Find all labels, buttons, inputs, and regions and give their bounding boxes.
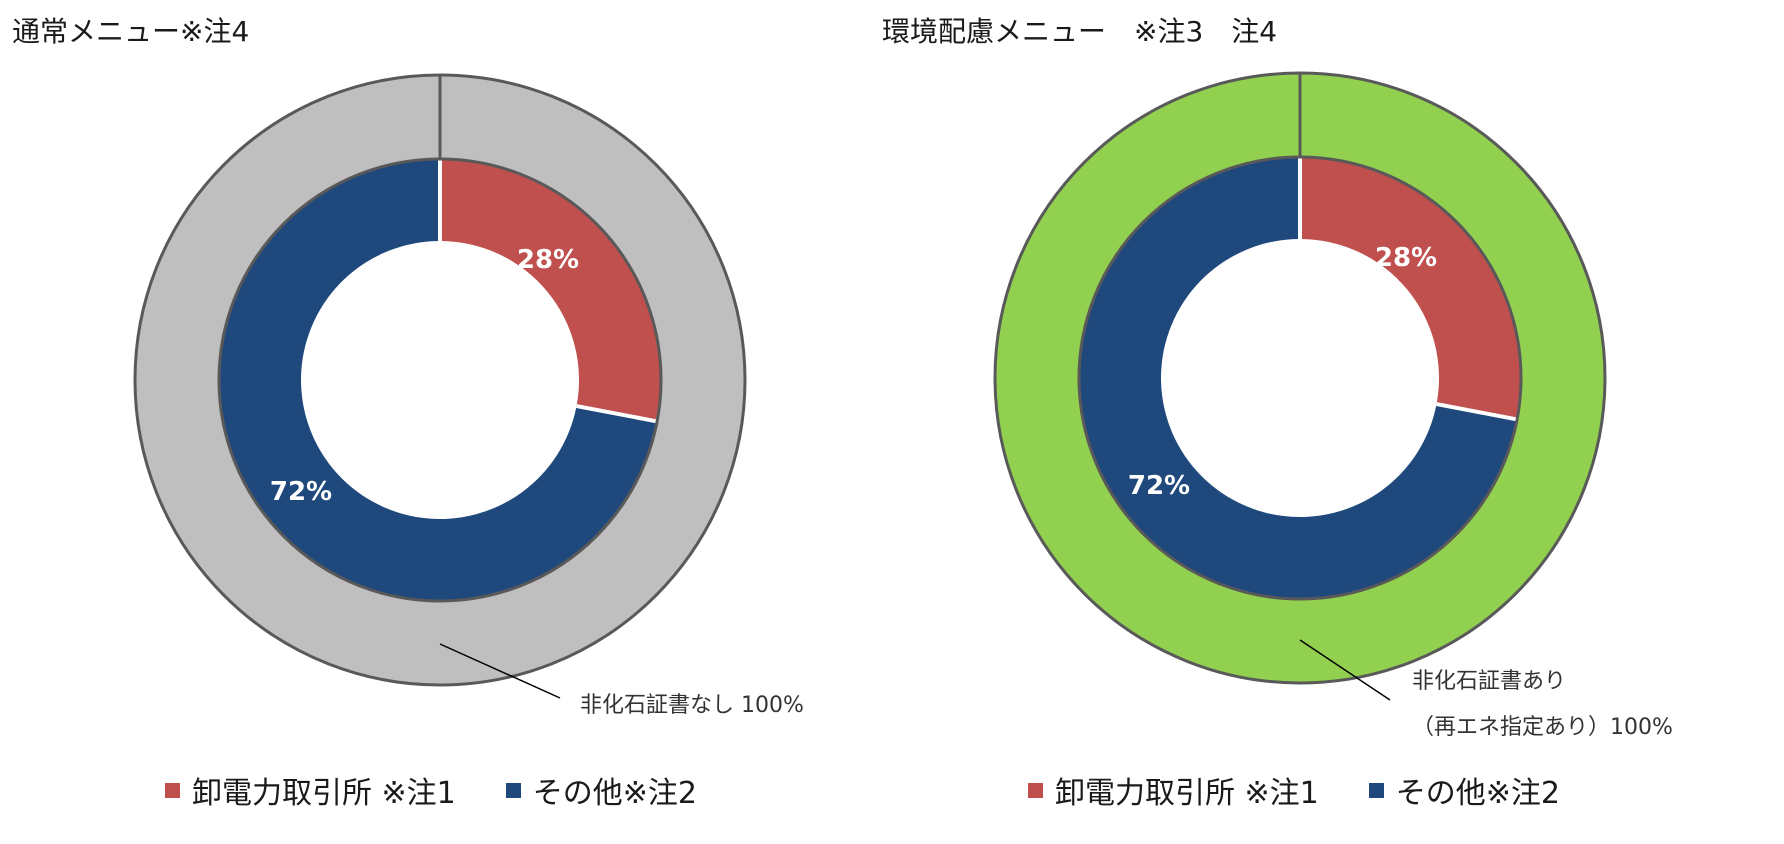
chart-panel-normal-menu: 通常メニュー※注4 28% 72% 非化石証書なし 100% 卸電力取引所 ※注1 … bbox=[0, 0, 870, 844]
leader-line bbox=[1299, 639, 1391, 701]
legend-swatch-other bbox=[1368, 782, 1384, 798]
outer-ring-annotation: （再エネ指定あり）100% bbox=[1412, 715, 1673, 740]
inner-ring-border bbox=[217, 157, 663, 603]
legend-item-wholesale: 卸電力取引所 ※注1 bbox=[165, 768, 456, 812]
data-label: 28% bbox=[517, 245, 579, 275]
chart-title: 通常メニュー※注4 bbox=[12, 15, 250, 48]
legend-label: 卸電力取引所 ※注1 bbox=[192, 776, 456, 811]
outer-ring-annotation: 非化石証書あり bbox=[1412, 669, 1566, 694]
inner-slice-wholesale bbox=[440, 159, 662, 422]
legend-item-wholesale: 卸電力取引所 ※注1 bbox=[1028, 768, 1319, 812]
donut-chart: 28% 72% 非化石証書なし 100% bbox=[133, 73, 804, 718]
data-label: 72% bbox=[270, 477, 332, 507]
legend-label: その他※注2 bbox=[1395, 776, 1560, 811]
inner-slice-other bbox=[1079, 157, 1518, 599]
chart-legend: 卸電力取引所 ※注1 その他※注2 bbox=[1028, 768, 1610, 812]
slice-separator bbox=[576, 404, 658, 424]
legend-swatch-other bbox=[505, 782, 521, 798]
legend-label: その他※注2 bbox=[532, 776, 697, 811]
inner-ring-border bbox=[1077, 155, 1523, 601]
chart-panel-eco-menu: 環境配慮メニュー ※注3 注4 28% 72% 非化石証書あり （再エネ指定あり）10… bbox=[870, 0, 1784, 844]
data-label: 72% bbox=[1128, 471, 1190, 501]
legend-item-other: その他※注2 bbox=[1368, 768, 1560, 812]
donut-chart: 28% 72% 非化石証書あり （再エネ指定あり）100% bbox=[993, 71, 1673, 740]
legend-swatch-wholesale bbox=[1028, 782, 1043, 798]
leader-line bbox=[439, 643, 561, 699]
chart-title: 環境配慮メニュー ※注3 注4 bbox=[882, 15, 1278, 48]
inner-slice-wholesale bbox=[1300, 157, 1521, 420]
outer-ring-annotation: 非化石証書なし 100% bbox=[580, 693, 804, 718]
inner-slice-other bbox=[219, 159, 658, 601]
data-label: 28% bbox=[1375, 243, 1437, 273]
slice-separator bbox=[1436, 402, 1518, 422]
legend-item-other: その他※注2 bbox=[505, 768, 697, 812]
legend-label: 卸電力取引所 ※注1 bbox=[1055, 776, 1319, 811]
legend-swatch-wholesale bbox=[165, 782, 180, 798]
chart-legend: 卸電力取引所 ※注1 その他※注2 bbox=[165, 768, 747, 812]
